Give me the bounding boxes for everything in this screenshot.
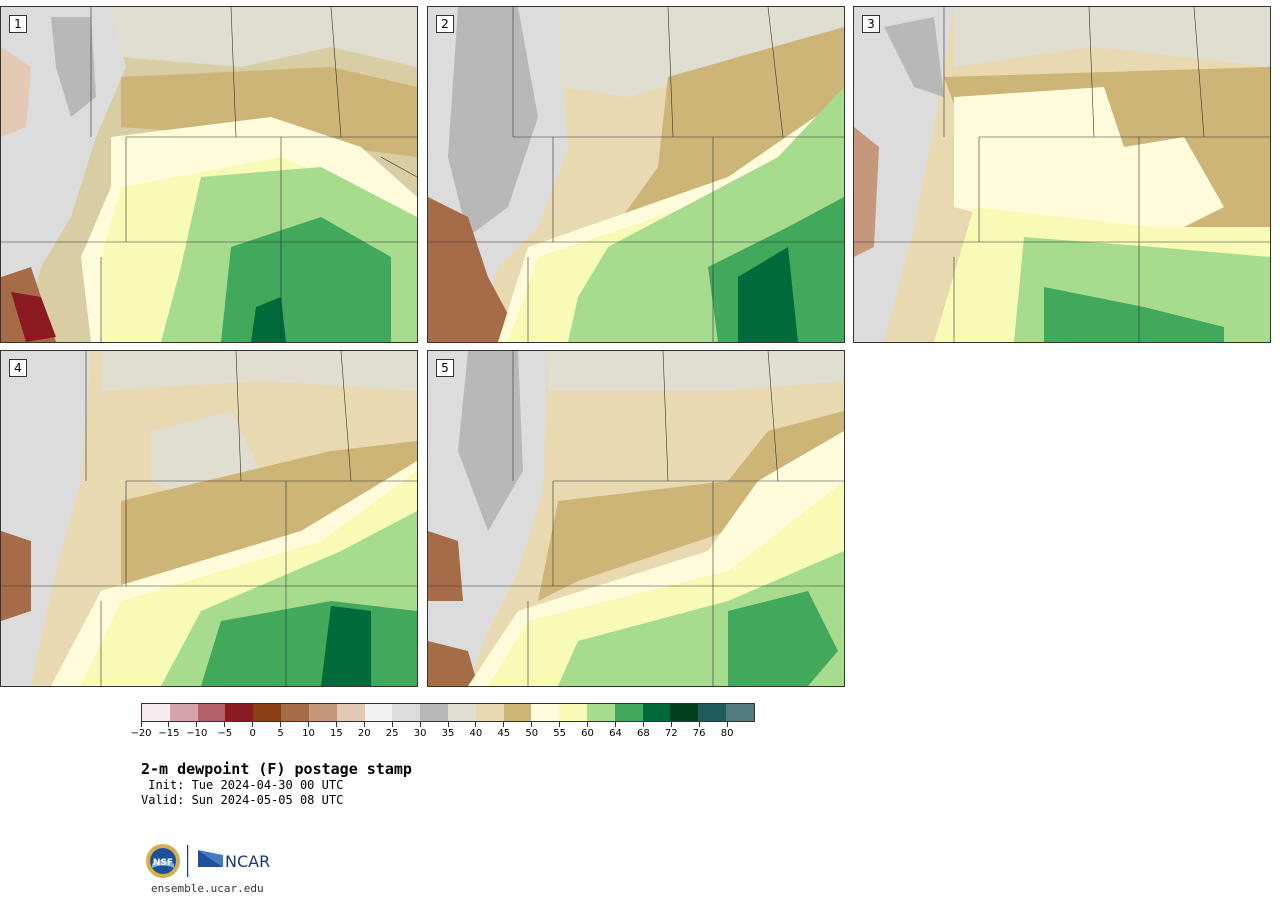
chart-title: 2-m dewpoint (F) postage stamp: [141, 760, 412, 778]
colorbar-tick-label: −20: [126, 722, 156, 739]
colorbar-swatch: [253, 704, 282, 721]
colorbar-swatch: [281, 704, 309, 721]
colorbar-tick-label: 50: [517, 722, 547, 739]
forecast-panel-3: 3: [853, 6, 1271, 343]
colorbar-tick-label: 76: [684, 722, 714, 739]
colorbar-tick-label: 68: [628, 722, 658, 739]
colorbar-swatch: [308, 704, 337, 721]
dewpoint-map-2: [428, 7, 844, 342]
dewpoint-map-4: [1, 351, 417, 686]
colorbar-swatch: [587, 704, 615, 721]
colorbar-tick-label: 45: [489, 722, 519, 739]
colorbar-swatch: [225, 704, 254, 721]
colorbar-tick-label: 5: [266, 722, 296, 739]
colorbar-tick-label: 60: [573, 722, 603, 739]
panel-number: 3: [862, 15, 880, 33]
colorbar-tick-label: −5: [210, 722, 240, 739]
colorbar-tick-label: 15: [321, 722, 351, 739]
colorbar-swatch: [559, 704, 587, 721]
colorbar-swatch: [614, 704, 643, 721]
colorbar-swatch: [503, 704, 532, 721]
forecast-panel-1: 1: [0, 6, 418, 343]
colorbar-swatch: [531, 704, 560, 721]
colorbar-swatch: [142, 704, 170, 721]
valid-time: Valid: Sun 2024-05-05 08 UTC: [141, 793, 344, 807]
colorbar-swatch: [364, 704, 393, 721]
panel-number: 4: [9, 359, 27, 377]
colorbar-swatch: [642, 704, 671, 721]
colorbar-tick-label: 30: [405, 722, 435, 739]
colorbar-swatch: [420, 704, 448, 721]
colorbar-tick-label: 72: [656, 722, 686, 739]
colorbar-tick-label: 40: [461, 722, 491, 739]
colorbar-tick-label: 10: [293, 722, 323, 739]
colorbar-swatch: [336, 704, 365, 721]
colorbar-swatch: [447, 704, 476, 721]
colorbar-swatch: [475, 704, 504, 721]
site-url[interactable]: ensemble.ucar.edu: [151, 882, 264, 895]
panel-number: 2: [436, 15, 454, 33]
init-time: Init: Tue 2024-04-30 00 UTC: [141, 778, 344, 792]
colorbar-swatch: [670, 704, 699, 721]
dewpoint-map-3: [854, 7, 1270, 342]
colorbar-swatch: [726, 704, 754, 721]
colorbar-tick-label: 25: [377, 722, 407, 739]
dewpoint-colorbar: [141, 703, 755, 722]
colorbar-tick-label: 55: [545, 722, 575, 739]
colorbar-tick-label: 64: [600, 722, 630, 739]
ncar-logo-icon: NCAR: [198, 850, 270, 871]
dewpoint-map-5: [428, 351, 844, 686]
title-block: 2-m dewpoint (F) postage stamp Init: Tue…: [141, 760, 412, 808]
nsf-logo-icon: NSF: [146, 844, 180, 878]
forecast-panel-5: 5: [427, 350, 845, 687]
forecast-panel-2: 2: [427, 6, 845, 343]
colorbar-swatch: [197, 704, 226, 721]
colorbar-swatch: [392, 704, 421, 721]
colorbar-tick-label: −10: [182, 722, 212, 739]
colorbar-tick-label: 0: [238, 722, 268, 739]
svg-text:NCAR: NCAR: [225, 852, 270, 871]
colorbar-tick-label: 20: [349, 722, 379, 739]
colorbar-swatch: [169, 704, 198, 721]
colorbar-tick-label: 80: [712, 722, 742, 739]
colorbar-tick-label: −15: [154, 722, 184, 739]
colorbar-tick-label: 35: [433, 722, 463, 739]
colorbar-ticks: −20 −15 −10 −5 0 5 10 15 20 25 30 35 40 45 50 55 60 64 68 7…: [130, 722, 755, 742]
panel-number: 5: [436, 359, 454, 377]
logos: NSF NCAR: [145, 843, 275, 879]
forecast-panel-4: 4: [0, 350, 418, 687]
panel-number: 1: [9, 15, 27, 33]
svg-text:NSF: NSF: [153, 858, 173, 868]
dewpoint-map-1: [1, 7, 417, 342]
colorbar-swatch: [698, 704, 727, 721]
